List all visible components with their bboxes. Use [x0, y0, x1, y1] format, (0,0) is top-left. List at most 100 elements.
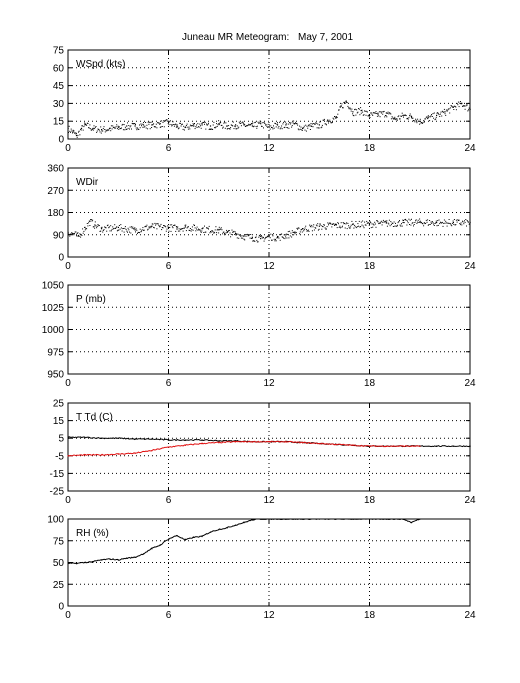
- data-point: [203, 122, 205, 123]
- data-point: [357, 111, 359, 113]
- data-point: [340, 222, 342, 224]
- data-point: [182, 128, 184, 130]
- data-point: [455, 224, 457, 226]
- x-tick-label: 0: [65, 261, 71, 272]
- data-point: [374, 223, 376, 225]
- data-point: [161, 126, 163, 127]
- panel-label-ttd: T Td (C): [76, 412, 113, 423]
- data-point: [183, 227, 185, 229]
- data-point: [350, 110, 352, 112]
- data-point: [278, 237, 280, 239]
- data-point: [352, 518, 354, 520]
- data-point: [334, 116, 335, 117]
- data-point: [173, 224, 175, 226]
- data-point: [257, 121, 259, 123]
- data-point: [344, 101, 345, 103]
- x-tick-label: 12: [263, 261, 275, 272]
- data-point: [386, 112, 388, 114]
- data-point: [152, 124, 154, 126]
- data-point: [246, 234, 248, 236]
- data-point: [444, 113, 446, 115]
- data-point: [403, 220, 404, 221]
- data-point: [161, 229, 163, 231]
- data-point: [326, 120, 328, 122]
- data-point: [435, 220, 437, 222]
- data-point: [369, 220, 371, 222]
- data-point: [389, 225, 391, 227]
- data-point: [234, 231, 236, 233]
- data-point: [251, 238, 253, 239]
- data-point: [251, 236, 253, 238]
- data-point: [145, 226, 147, 228]
- data-point: [139, 228, 141, 230]
- data-point: [220, 228, 222, 230]
- data-point: [184, 444, 186, 446]
- data-point: [399, 118, 400, 120]
- data-point: [70, 233, 71, 235]
- data-point: [134, 438, 136, 440]
- data-point: [285, 124, 287, 126]
- data-point: [466, 104, 467, 106]
- data-point: [402, 114, 404, 116]
- data-point: [279, 121, 281, 123]
- data-point: [307, 127, 309, 129]
- data-point: [198, 126, 199, 128]
- data-point: [287, 123, 289, 125]
- data-point: [234, 125, 236, 127]
- data-point: [328, 223, 330, 225]
- data-point: [383, 221, 385, 223]
- data-point: [314, 123, 316, 125]
- data-point: [285, 441, 287, 443]
- data-point: [281, 128, 283, 130]
- data-point: [305, 229, 307, 231]
- data-point: [212, 230, 214, 232]
- data-point: [225, 122, 227, 124]
- data-point: [398, 221, 400, 223]
- data-point: [285, 233, 287, 235]
- data-point: [409, 224, 410, 225]
- data-point: [348, 225, 350, 227]
- data-point: [354, 108, 356, 110]
- data-point: [219, 122, 221, 124]
- data-point: [292, 231, 294, 233]
- data-point: [279, 128, 281, 130]
- data-point: [248, 123, 250, 125]
- data-point: [115, 227, 117, 229]
- data-point: [423, 120, 425, 122]
- y-tick-label: 45: [53, 81, 65, 92]
- data-point: [366, 110, 368, 112]
- data-point: [316, 127, 318, 129]
- data-point: [134, 229, 136, 231]
- data-point: [359, 226, 361, 228]
- data-point: [135, 124, 136, 126]
- data-point: [188, 126, 190, 128]
- x-tick-label: 12: [263, 143, 275, 154]
- data-point: [291, 126, 293, 128]
- data-point: [74, 132, 75, 134]
- data-point: [210, 128, 212, 130]
- data-point: [197, 229, 199, 231]
- data-point: [256, 241, 258, 243]
- data-point: [214, 229, 216, 231]
- data-point: [173, 125, 175, 127]
- data-point: [154, 222, 156, 224]
- data-point: [376, 115, 378, 117]
- data-point: [224, 127, 226, 129]
- data-point: [174, 124, 176, 126]
- data-point: [410, 116, 413, 118]
- data-point: [285, 236, 287, 238]
- data-point: [133, 123, 134, 125]
- data-point: [94, 224, 96, 226]
- data-point: [381, 111, 383, 113]
- data-point: [340, 227, 341, 229]
- data-point: [377, 221, 379, 223]
- data-point: [126, 125, 128, 127]
- data-point: [314, 227, 316, 229]
- data-point: [446, 225, 448, 227]
- data-point: [183, 125, 185, 127]
- data-point: [421, 122, 423, 123]
- data-point: [177, 126, 179, 128]
- data-point: [413, 224, 415, 225]
- data-point: [240, 235, 242, 237]
- data-point: [443, 111, 445, 113]
